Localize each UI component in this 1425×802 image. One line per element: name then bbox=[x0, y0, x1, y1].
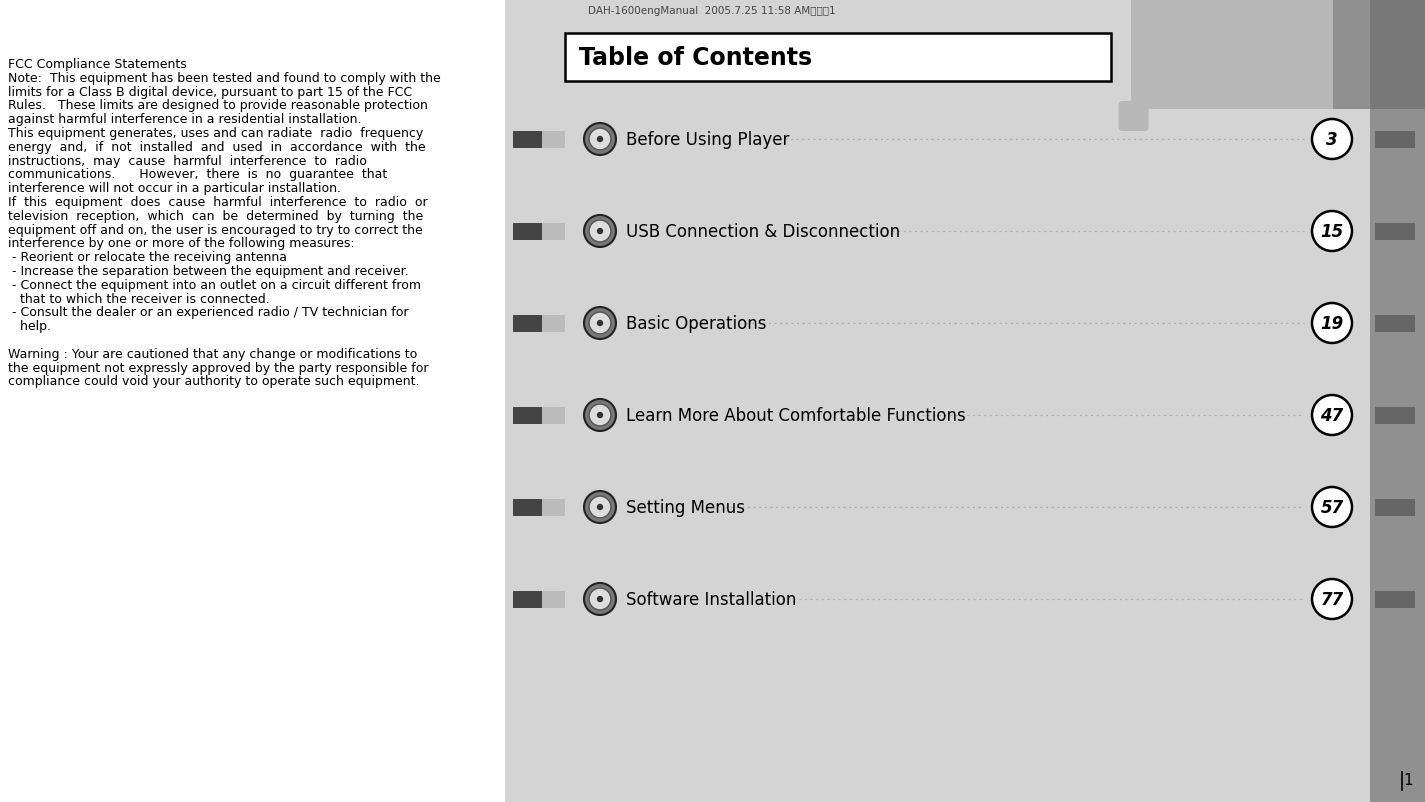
Text: 15: 15 bbox=[1321, 223, 1344, 241]
Text: Rules.   These limits are designed to provide reasonable protection: Rules. These limits are designed to prov… bbox=[9, 99, 428, 112]
Circle shape bbox=[597, 136, 603, 143]
Circle shape bbox=[584, 308, 616, 339]
Text: Software Installation: Software Installation bbox=[626, 590, 797, 608]
Bar bbox=[1375, 132, 1415, 148]
Text: interference will not occur in a particular installation.: interference will not occur in a particu… bbox=[9, 182, 341, 195]
Text: Table of Contents: Table of Contents bbox=[579, 46, 812, 70]
Text: equipment off and on, the user is encouraged to try to correct the: equipment off and on, the user is encour… bbox=[9, 223, 423, 237]
Text: - Increase the separation between the equipment and receiver.: - Increase the separation between the eq… bbox=[9, 265, 409, 277]
Bar bbox=[542, 315, 564, 332]
Text: Note:  This equipment has been tested and found to comply with the: Note: This equipment has been tested and… bbox=[9, 71, 440, 85]
Text: compliance could void your authority to operate such equipment.: compliance could void your authority to … bbox=[9, 375, 419, 388]
Circle shape bbox=[1312, 395, 1352, 435]
Circle shape bbox=[589, 405, 611, 427]
Text: interference by one or more of the following measures:: interference by one or more of the follo… bbox=[9, 237, 355, 250]
Text: 77: 77 bbox=[1321, 590, 1344, 608]
Text: energy  and,  if  not  installed  and  used  in  accordance  with  the: energy and, if not installed and used in… bbox=[9, 140, 426, 154]
Circle shape bbox=[1312, 304, 1352, 343]
Circle shape bbox=[589, 129, 611, 151]
Text: Setting Menus: Setting Menus bbox=[626, 498, 745, 516]
Bar bbox=[513, 223, 542, 241]
Bar bbox=[542, 591, 564, 608]
Circle shape bbox=[1312, 579, 1352, 619]
Circle shape bbox=[589, 589, 611, 610]
Bar bbox=[1332, 0, 1425, 110]
Circle shape bbox=[1312, 119, 1352, 160]
Circle shape bbox=[589, 496, 611, 518]
Text: the equipment not expressly approved by the party responsible for: the equipment not expressly approved by … bbox=[9, 361, 429, 375]
Text: If  this  equipment  does  cause  harmful  interference  to  radio  or: If this equipment does cause harmful int… bbox=[9, 196, 428, 209]
Circle shape bbox=[597, 412, 603, 419]
Bar bbox=[513, 132, 542, 148]
Circle shape bbox=[1312, 488, 1352, 528]
Text: Basic Operations: Basic Operations bbox=[626, 314, 767, 333]
Bar bbox=[513, 591, 542, 608]
Circle shape bbox=[584, 492, 616, 524]
Text: 3: 3 bbox=[1327, 131, 1338, 149]
Bar bbox=[1375, 223, 1415, 241]
Text: Warning : Your are cautioned that any change or modifications to: Warning : Your are cautioned that any ch… bbox=[9, 347, 418, 360]
Text: Learn More About Comfortable Functions: Learn More About Comfortable Functions bbox=[626, 407, 966, 424]
Bar bbox=[542, 132, 564, 148]
Bar bbox=[542, 499, 564, 516]
Text: help.: help. bbox=[9, 320, 51, 333]
Circle shape bbox=[1312, 212, 1352, 252]
Text: FCC Compliance Statements: FCC Compliance Statements bbox=[9, 58, 187, 71]
Circle shape bbox=[584, 124, 616, 156]
Bar bbox=[1375, 315, 1415, 332]
Circle shape bbox=[597, 504, 603, 511]
Bar bbox=[513, 499, 542, 516]
Text: instructions,  may  cause  harmful  interference  to  radio: instructions, may cause harmful interfer… bbox=[9, 155, 366, 168]
Bar bbox=[1375, 499, 1415, 516]
Text: against harmful interference in a residential installation.: against harmful interference in a reside… bbox=[9, 113, 362, 126]
Text: television  reception,  which  can  be  determined  by  turning  the: television reception, which can be deter… bbox=[9, 209, 423, 222]
Bar bbox=[542, 223, 564, 241]
Bar bbox=[504, 0, 1425, 110]
Circle shape bbox=[584, 583, 616, 615]
Text: - Reorient or relocate the receiving antenna: - Reorient or relocate the receiving ant… bbox=[9, 251, 286, 264]
Text: 47: 47 bbox=[1321, 407, 1344, 424]
Text: that to which the receiver is connected.: that to which the receiver is connected. bbox=[9, 292, 269, 306]
Text: communications.      However,  there  is  no  guarantee  that: communications. However, there is no gua… bbox=[9, 168, 388, 181]
Bar bbox=[513, 407, 542, 424]
Text: This equipment generates, uses and can radiate  radio  frequency: This equipment generates, uses and can r… bbox=[9, 127, 423, 140]
Text: - Consult the dealer or an experienced radio / TV technician for: - Consult the dealer or an experienced r… bbox=[9, 306, 409, 319]
Text: - Connect the equipment into an outlet on a circuit different from: - Connect the equipment into an outlet o… bbox=[9, 278, 420, 291]
Circle shape bbox=[597, 321, 603, 326]
Bar bbox=[1369, 110, 1425, 802]
Text: USB Connection & Disconnection: USB Connection & Disconnection bbox=[626, 223, 901, 241]
Bar bbox=[1375, 407, 1415, 424]
Text: 19: 19 bbox=[1321, 314, 1344, 333]
Bar bbox=[1375, 591, 1415, 608]
Text: DAH-1600engManual  2005.7.25 11:58 AM페이직1: DAH-1600engManual 2005.7.25 11:58 AM페이직1 bbox=[589, 6, 836, 16]
Circle shape bbox=[597, 229, 603, 235]
Text: 1: 1 bbox=[1404, 772, 1414, 787]
Circle shape bbox=[597, 596, 603, 602]
Circle shape bbox=[589, 221, 611, 242]
Bar bbox=[1369, 0, 1425, 110]
Circle shape bbox=[584, 216, 616, 248]
Text: limits for a Class B digital device, pursuant to part 15 of the FCC: limits for a Class B digital device, pur… bbox=[9, 86, 412, 99]
Bar bbox=[542, 407, 564, 424]
Circle shape bbox=[589, 313, 611, 334]
FancyBboxPatch shape bbox=[1119, 102, 1149, 132]
Bar bbox=[504, 0, 1425, 802]
Bar bbox=[1130, 0, 1332, 110]
FancyBboxPatch shape bbox=[564, 34, 1110, 82]
Bar bbox=[513, 315, 542, 332]
Circle shape bbox=[584, 399, 616, 431]
Text: 57: 57 bbox=[1321, 498, 1344, 516]
Text: Before Using Player: Before Using Player bbox=[626, 131, 789, 149]
